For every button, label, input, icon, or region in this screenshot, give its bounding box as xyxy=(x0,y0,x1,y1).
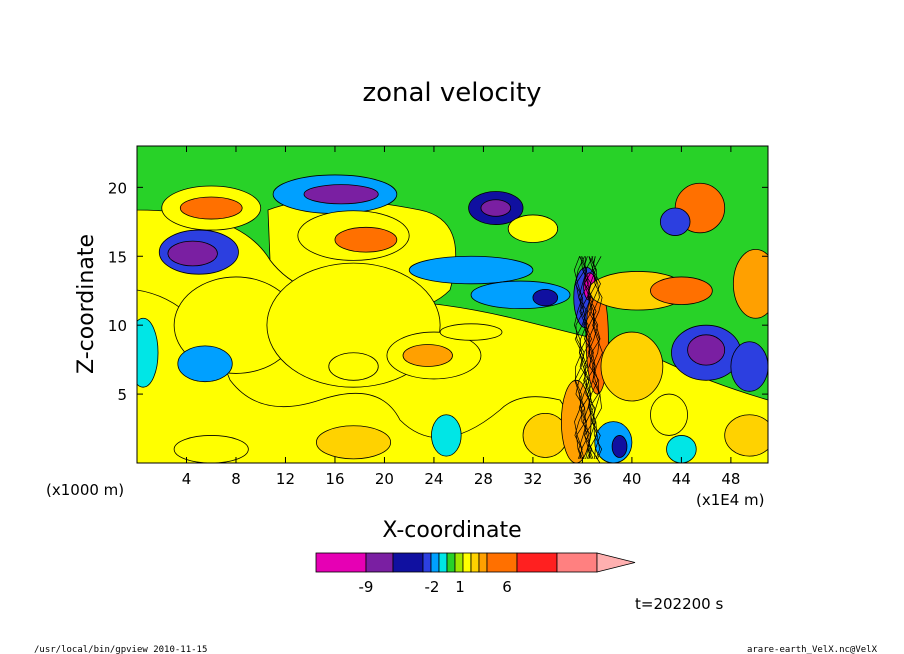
colorbar-swatch xyxy=(516,552,558,573)
plume-contour xyxy=(583,256,597,459)
x-tick-label: 8 xyxy=(231,470,241,488)
contour-region xyxy=(179,196,243,220)
contour-region xyxy=(137,317,159,388)
contour-region xyxy=(167,240,218,267)
colorbar-tick-label: 1 xyxy=(455,578,465,596)
contour-region xyxy=(600,331,664,402)
footer-left: /usr/local/bin/gpview 2010-11-15 xyxy=(34,645,207,654)
x-tick-label: 32 xyxy=(523,470,542,488)
y-tick-label: 15 xyxy=(108,248,127,266)
contour-region xyxy=(303,184,379,205)
colorbar-swatch xyxy=(454,552,464,573)
contour-region xyxy=(532,288,559,307)
colorbar-swatch xyxy=(478,552,488,573)
plot-frame xyxy=(136,145,769,464)
contour-region xyxy=(177,345,233,383)
contour-region xyxy=(328,352,379,381)
y-tick-label: 5 xyxy=(117,386,127,404)
x-tick-label: 4 xyxy=(182,470,192,488)
colorbar-tick-label: -2 xyxy=(425,578,440,596)
contour-region xyxy=(402,344,453,367)
contour-region xyxy=(408,255,534,285)
colorbar xyxy=(315,552,636,573)
colorbar-tick-label: 6 xyxy=(502,578,512,596)
colorbar-swatch xyxy=(365,552,394,573)
contour-region xyxy=(439,323,503,341)
x-tick-label: 44 xyxy=(672,470,691,488)
x-tick-label: 40 xyxy=(622,470,641,488)
x-tick-label: 12 xyxy=(276,470,295,488)
contour-region xyxy=(522,412,568,458)
x-tick-label: 36 xyxy=(573,470,592,488)
colorbar-swatch xyxy=(438,552,448,573)
colorbar-swatch xyxy=(462,552,472,573)
x-tick-label: 28 xyxy=(474,470,493,488)
colorbar-swatch xyxy=(315,552,367,573)
x-tick-label: 20 xyxy=(375,470,394,488)
colorbar-arrow xyxy=(596,552,636,573)
contour-region xyxy=(724,414,768,457)
contour-region xyxy=(650,276,713,305)
contour-region xyxy=(650,393,688,436)
colorbar-swatch xyxy=(392,552,424,573)
plume-contour xyxy=(583,256,594,460)
colorbar-swatch xyxy=(446,552,456,573)
contour-region xyxy=(687,334,726,366)
colorbar-swatch xyxy=(470,552,480,573)
colorbar-swatch xyxy=(556,552,598,573)
colorbar-swatch xyxy=(486,552,518,573)
x-unit-left: (x1000 m) xyxy=(46,481,124,499)
chart-title: zonal velocity xyxy=(362,78,541,108)
contour-region xyxy=(659,207,691,236)
colorbar-swatch xyxy=(422,552,432,573)
x-tick-label: 24 xyxy=(424,470,443,488)
time-label: t=202200 s xyxy=(635,595,723,613)
x-tick-label: 48 xyxy=(721,470,740,488)
x-axis-label: X-coordinate xyxy=(382,518,521,543)
contour-region xyxy=(730,341,768,392)
contour-region xyxy=(611,435,628,458)
x-unit-right: (x1E4 m) xyxy=(696,491,765,509)
y-tick-label: 20 xyxy=(108,179,127,197)
contour-region xyxy=(431,414,462,457)
plume-contour xyxy=(578,256,590,459)
footer-right: arare-earth_VelX.nc@VelX xyxy=(747,645,878,654)
plume-contour xyxy=(592,256,603,460)
plume-contour xyxy=(573,256,583,460)
plume-contour xyxy=(574,256,588,460)
plume-contour xyxy=(587,256,596,460)
contour-region xyxy=(732,248,768,319)
y-tick-label: 10 xyxy=(108,317,127,335)
plume-contour xyxy=(588,256,601,459)
x-tick-label: 16 xyxy=(325,470,344,488)
colorbar-tick-label: -9 xyxy=(359,578,374,596)
contour-region xyxy=(334,226,398,253)
contour-region xyxy=(173,435,249,463)
contour-region xyxy=(480,199,512,217)
colorbar-swatch xyxy=(430,552,440,573)
y-axis-label: Z-coordinate xyxy=(74,234,99,374)
contour-region xyxy=(316,425,392,460)
contour-region xyxy=(507,214,559,243)
